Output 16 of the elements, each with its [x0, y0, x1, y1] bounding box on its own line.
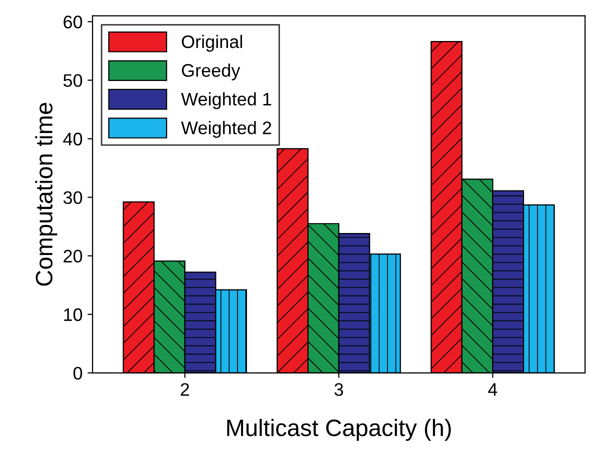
y-tick-label: 10 — [64, 308, 82, 322]
legend-label: Greedy — [182, 64, 240, 80]
y-axis-title: Computation time — [35, 102, 58, 286]
legend-label: Original — [182, 34, 242, 52]
x-tick-label: 4 — [488, 383, 498, 396]
x-axis-title: Multicast Capacity (h) — [227, 418, 451, 441]
y-tick-label: 20 — [64, 250, 82, 263]
x-tick-label: 3 — [334, 383, 344, 396]
y-tick-label: 60 — [64, 16, 82, 28]
y-tick-label: 50 — [63, 74, 82, 87]
y-tick-label: 0 — [73, 366, 82, 380]
y-tick-label: 40 — [63, 132, 82, 146]
legend-label: Weighted 2 — [181, 121, 272, 138]
legend-label: Weighted 1 — [181, 92, 272, 110]
x-tick-label: 2 — [180, 383, 189, 396]
y-tick-label: 30 — [63, 191, 82, 204]
